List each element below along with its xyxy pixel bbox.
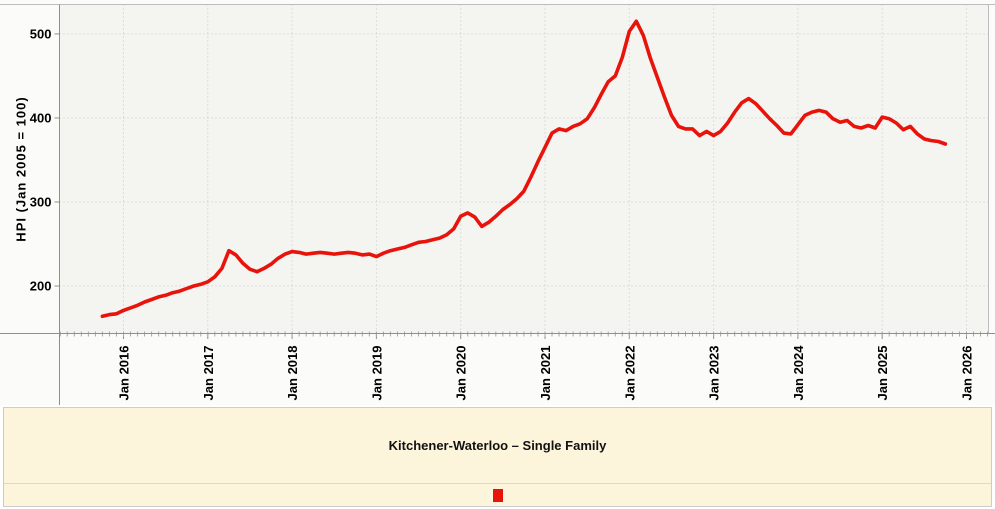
x-tick-label: Jan 2020 [454, 346, 469, 401]
x-tick-label: Jan 2021 [538, 346, 553, 401]
x-tick-label: Jan 2024 [791, 345, 806, 401]
legend-marker-row [4, 484, 991, 507]
legend-panel: Kitchener-Waterloo – Single Family [3, 407, 992, 507]
x-tick-label: Jan 2025 [875, 346, 890, 401]
x-tick-label: Jan 2016 [117, 346, 132, 401]
legend-series-marker[interactable] [492, 489, 503, 502]
x-tick-label: Jan 2017 [201, 346, 216, 401]
y-tick-label: 200 [30, 279, 52, 294]
legend-title-row: Kitchener-Waterloo – Single Family [4, 408, 991, 484]
x-tick-label: Jan 2018 [285, 346, 300, 401]
y-tick-label: 500 [30, 26, 52, 41]
chart-region: 200 300 400 500 Jan 2016 Jan 2017 Jan 2018 Jan … [0, 0, 995, 405]
hpi-chart-canvas[interactable]: 200 300 400 500 Jan 2016 Jan 2017 Jan 2018 Jan … [0, 0, 995, 405]
x-tick-label: Jan 2023 [707, 346, 722, 401]
y-tick-label: 400 [30, 110, 52, 125]
y-tick-label: 300 [30, 194, 52, 209]
x-tick-label: Jan 2019 [369, 346, 384, 401]
y-axis-title: HPI (Jan 2005 = 100) [13, 96, 29, 242]
legend-series-title: Kitchener-Waterloo – Single Family [388, 438, 607, 453]
x-tick-label: Jan 2022 [622, 346, 637, 401]
hpi-line-series [100, 19, 948, 319]
x-tick-label: Jan 2026 [960, 346, 975, 401]
